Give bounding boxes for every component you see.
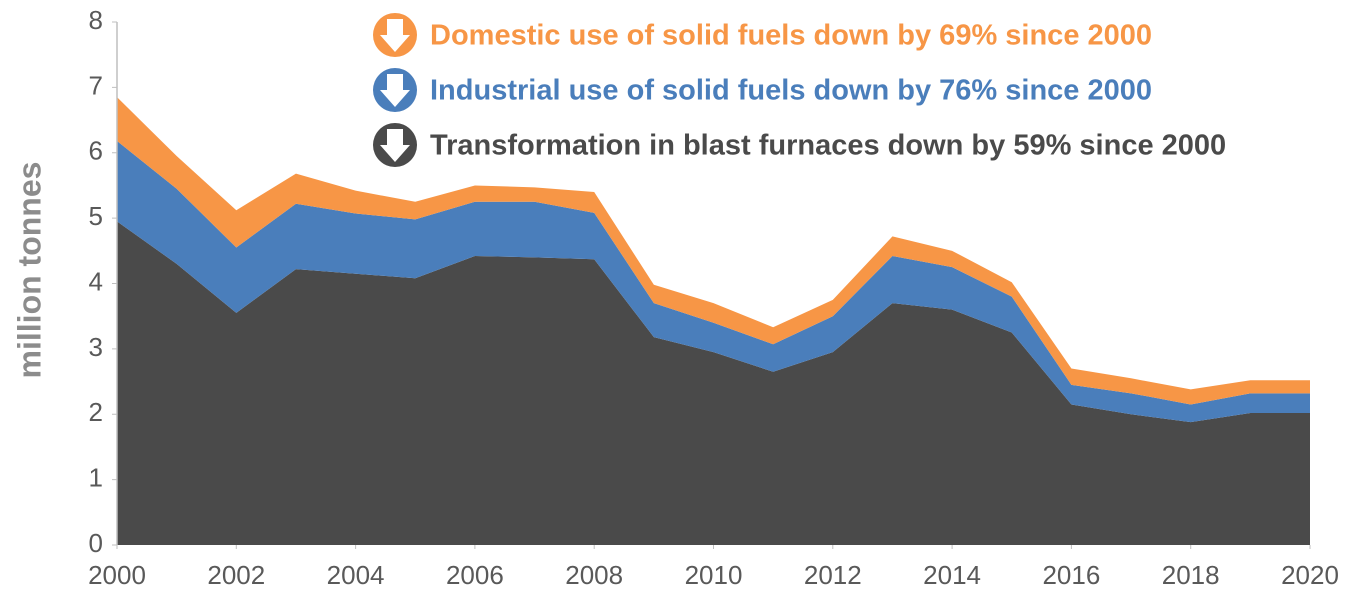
legend-entry: Transformation in blast furnaces down by…: [373, 123, 1226, 167]
x-tick-label: 2020: [1281, 560, 1339, 590]
area: [117, 221, 1310, 546]
y-tick-label: 8: [89, 5, 103, 35]
x-tick-label: 2010: [685, 560, 743, 590]
x-tick-label: 2004: [327, 560, 385, 590]
y-tick-label: 0: [89, 528, 103, 558]
y-tick-label: 4: [89, 266, 103, 296]
y-axis-label: million tonnes: [11, 162, 47, 379]
x-tick-label: 2014: [923, 560, 981, 590]
legend-label: Industrial use of solid fuels down by 76…: [430, 75, 1152, 107]
x-tick-label: 2000: [88, 560, 146, 590]
legend-label: Transformation in blast furnaces down by…: [430, 130, 1226, 162]
y-tick-label: 2: [89, 397, 103, 427]
y-tick-label: 6: [89, 136, 103, 166]
legend-arrow: [380, 19, 410, 52]
x-tick-label: 2002: [207, 560, 265, 590]
x-tick-label: 2008: [565, 560, 623, 590]
y-tick-label: 7: [89, 70, 103, 100]
x-tick-label: 2016: [1042, 560, 1100, 590]
y-tick-label: 3: [89, 332, 103, 362]
y-tick-label: 5: [89, 201, 103, 231]
x-tick-label: 2012: [804, 560, 862, 590]
legend-entry: Industrial use of solid fuels down by 76…: [373, 68, 1152, 112]
legend-entry: Domestic use of solid fuels down by 69% …: [373, 13, 1152, 57]
legend-label: Domestic use of solid fuels down by 69% …: [430, 20, 1152, 52]
x-tick-label: 2006: [446, 560, 504, 590]
y-tick-label: 1: [89, 463, 103, 493]
legend-arrow: [380, 74, 410, 107]
x-tick-label: 2018: [1162, 560, 1220, 590]
legend-arrow: [380, 129, 410, 162]
